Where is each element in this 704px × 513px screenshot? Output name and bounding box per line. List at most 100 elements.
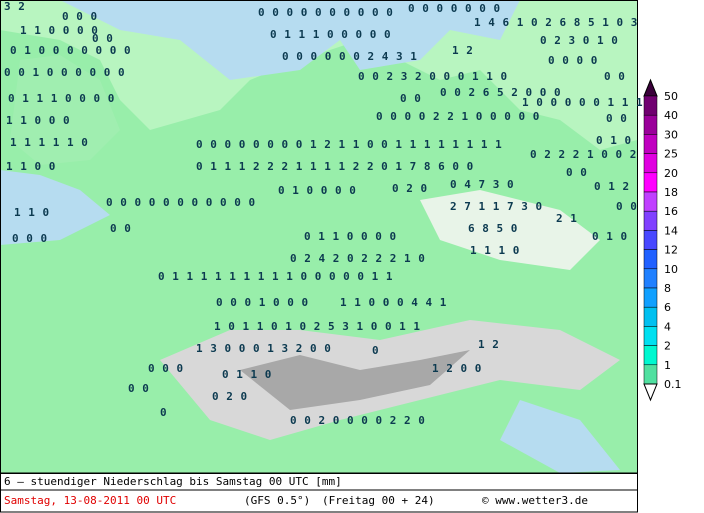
precip-value: 1 2: [452, 44, 473, 57]
precip-value: 0 0 0: [12, 232, 48, 245]
legend-swatch: [643, 172, 658, 193]
highland: [420, 190, 600, 270]
legend-swatch: [643, 95, 658, 116]
legend-label: 12: [664, 244, 678, 257]
precip-value: 0 0: [128, 382, 149, 395]
precip-value: 0 0: [566, 166, 587, 179]
precip-value: 0 1 1 1 0 0 0 0: [8, 92, 115, 105]
footer-run: (Freitag 00 + 24): [322, 494, 435, 507]
precip-value: 0 1 1 0 0 0 0: [304, 230, 397, 243]
precip-value: 0 2 0: [392, 182, 428, 195]
precip-value: 1 1 0: [14, 206, 50, 219]
legend-label: 20: [664, 167, 678, 180]
legend-swatch: [643, 326, 658, 346]
legend-swatch: [643, 287, 658, 308]
legend-label: 4: [664, 320, 671, 333]
legend-label: 16: [664, 205, 678, 218]
alps-high: [240, 350, 470, 410]
precip-value: 0 0 2 3 2 0 0 0 1 1 0: [358, 70, 508, 83]
legend-swatch: [643, 268, 658, 289]
precip-value: 0 1 1 1 0 0 0 0 0: [270, 28, 391, 41]
legend-top: [643, 78, 658, 97]
legend-bottom: [643, 383, 658, 402]
precip-value: 0: [372, 344, 379, 357]
precip-value: 0 0: [400, 92, 421, 105]
precip-value: 0 4 7 3 0: [450, 178, 514, 191]
legend-label: 10: [664, 263, 678, 276]
legend-swatch: [643, 134, 658, 154]
precip-value: 0 0: [110, 222, 131, 235]
precip-value: 0 0 0 1 0 0 0: [216, 296, 309, 309]
precip-value: 1 3 0 0 0 1 3 2 0 0: [196, 342, 331, 355]
legend-swatch: [643, 210, 658, 231]
precip-value: 1 1 0 0: [6, 160, 56, 173]
precip-value: 1 4 6 1 0 2 6 8 5 1 0 3: [474, 16, 638, 29]
precip-value: 0 0 0 0 0 0 0 0 1 2 1 1 0 0 1 1 1 1 1 1 …: [196, 138, 502, 151]
precip-value: 0 1 1 1 2 2 2 1 1 1 1 2 2 0 1 7 8 6 0 0: [196, 160, 474, 173]
precip-value: 0: [160, 406, 167, 419]
precip-value: 0 1 0: [596, 134, 632, 147]
sea: [60, 0, 520, 80]
precip-value: 0 0 0 0 0 0 2 4 3 1: [282, 50, 417, 63]
precip-value: 0 1 1 0: [222, 368, 272, 381]
wet-area: [0, 0, 637, 150]
legend-swatch: [643, 364, 658, 385]
legend-label: 30: [664, 128, 678, 141]
precip-value: 0 0 0: [616, 200, 652, 213]
footer-title: 6 – stuendiger Niederschlag bis Samstag …: [4, 475, 342, 488]
legend-label: 18: [664, 186, 678, 199]
legend-swatch: [643, 191, 658, 212]
precip-value: 0 1 0 0 0 0: [278, 184, 356, 197]
legend-label: 14: [664, 224, 678, 237]
precip-value: 1 1 0 0 0 0: [20, 24, 98, 37]
precip-value: 0 2 4 2 0 2 2 2 1 0: [290, 252, 425, 265]
precip-value: 0 2 3 0 1 0: [540, 34, 618, 47]
precip-value: 2 7 1 1 7 3 0: [450, 200, 543, 213]
precip-value: 0 0 0: [148, 362, 184, 375]
legend-label: 6: [664, 301, 671, 314]
precip-value: 6 8 5 0: [468, 222, 518, 235]
precip-value: 1 1 0 0 0: [6, 114, 70, 127]
legend-swatch: [643, 249, 658, 270]
precip-value: 0 0 0 0 0 0 0 0 0 0: [258, 6, 393, 19]
legend-label: 40: [664, 109, 678, 122]
precip-value: 0 0 0 0: [548, 54, 598, 67]
precip-value: 0 2 2 2 1 0 0 2 0: [530, 148, 651, 161]
precip-value: 1 0 0 0 0 0 1 1 1 0: [522, 96, 657, 109]
precip-value: 3 2: [4, 0, 25, 13]
precip-value: 1 2 0 0: [432, 362, 482, 375]
legend-swatch: [643, 230, 658, 250]
precip-value: 0 0 0 0 0 0 0 0 0 0 0: [106, 196, 256, 209]
precip-value: 0 0: [606, 112, 627, 125]
precip-value: 1 1 1 1 1 0: [10, 136, 88, 149]
adriatic: [500, 400, 620, 473]
footer-model: (GFS 0.5°): [244, 494, 310, 507]
legend-label: 50: [664, 90, 678, 103]
precip-value: 0 2 0: [212, 390, 248, 403]
precip-value: 0 1 0 0 0 0 0 0 0: [10, 44, 131, 57]
legend-swatch: [643, 345, 658, 366]
precip-value: 0 1 0: [592, 230, 628, 243]
precip-value: 1 1 1 0: [470, 244, 520, 257]
island: [10, 55, 120, 165]
legend-label: 25: [664, 148, 678, 161]
legend-label: 2: [664, 340, 671, 353]
footer-date: Samstag, 13-08-2011 00 UTC: [4, 494, 176, 507]
legend-swatch: [643, 306, 658, 327]
precip-value: 0 1 2: [594, 180, 630, 193]
precip-value: 1 1 0 0 0 4 4 1: [340, 296, 447, 309]
legend-label: 0.1: [664, 378, 682, 391]
precip-value: 0 0 0: [62, 10, 98, 23]
precip-value: 0 0 2 6 5 2 0 0 0: [440, 86, 561, 99]
footer-credit: © www.wetter3.de: [482, 494, 588, 507]
precip-value: 0 0 2 0 0 0 0 2 2 0: [290, 414, 425, 427]
precip-value: 1 2: [478, 338, 499, 351]
sea: [0, 170, 110, 245]
legend-label: 8: [664, 282, 671, 295]
legend-swatch: [643, 153, 658, 174]
precip-value: 0 0: [92, 32, 113, 45]
precip-value: 0 0 0 0 2 2 1 0 0 0 0 0: [376, 110, 540, 123]
precip-value: 1 0 1 1 0 1 0 2 5 3 1 0 0 1 1: [214, 320, 421, 333]
precip-value: 0 0 1 0 0 0 0 0 0: [4, 66, 125, 79]
